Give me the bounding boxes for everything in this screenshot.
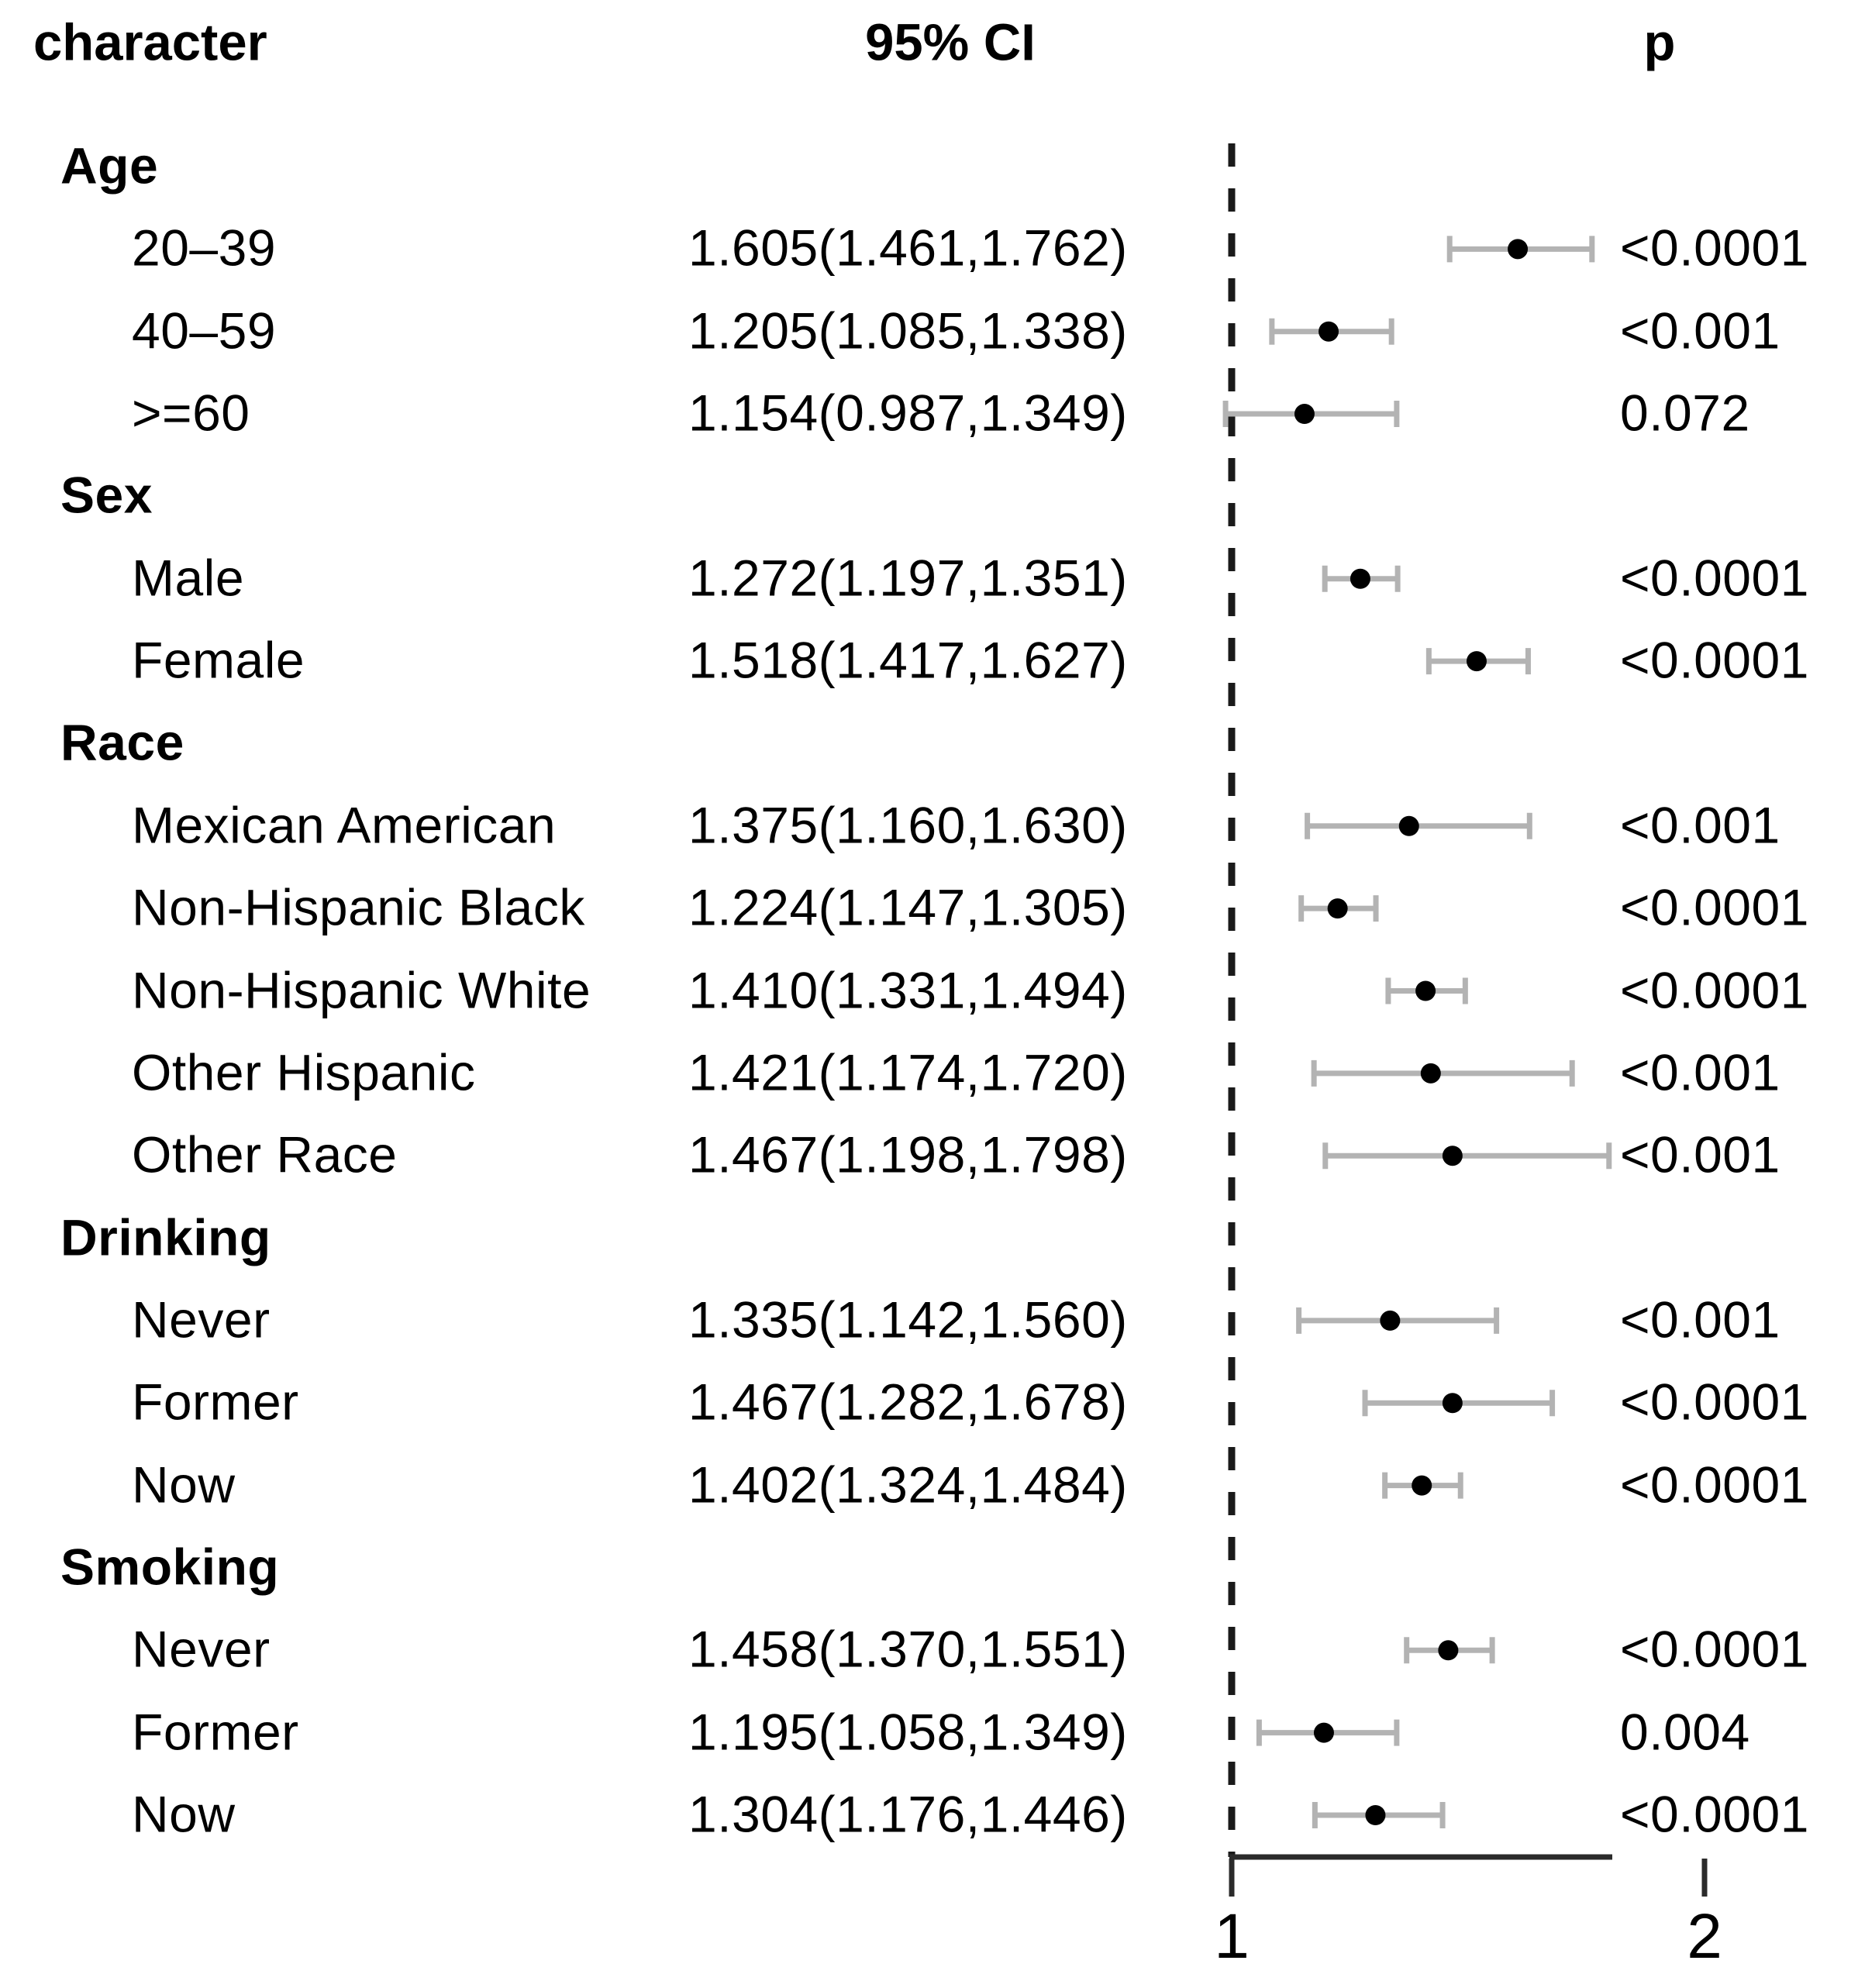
row-p: 0.072: [1620, 384, 1750, 442]
row-p: <0.001: [1620, 1125, 1780, 1183]
row-label: Now: [132, 1456, 236, 1514]
row-label: Other Race: [132, 1125, 398, 1183]
point-estimate-dot: [1365, 1805, 1386, 1825]
row-ci: 1.458(1.370,1.551): [688, 1620, 1128, 1678]
row-ci: 1.605(1.461,1.762): [688, 219, 1128, 277]
row-p: <0.0001: [1620, 878, 1809, 936]
row-p: <0.0001: [1620, 960, 1809, 1018]
point-estimate-dot: [1466, 651, 1487, 672]
row-label: Non-Hispanic White: [132, 960, 591, 1018]
row-label: Female: [132, 631, 305, 689]
row-ci: 1.375(1.160,1.630): [688, 796, 1128, 854]
row-p: <0.001: [1620, 301, 1780, 360]
column-header-p: p: [1643, 13, 1676, 72]
point-estimate-dot: [1327, 898, 1348, 919]
row-ci: 1.518(1.417,1.627): [688, 631, 1128, 689]
row-ci: 1.335(1.142,1.560): [688, 1290, 1128, 1349]
group-label: Drinking: [60, 1208, 271, 1266]
row-p: <0.0001: [1620, 1373, 1809, 1431]
point-estimate-dot: [1412, 1475, 1432, 1496]
point-estimate-dot: [1319, 321, 1339, 342]
group-label: Sex: [60, 466, 153, 524]
row-p: 0.004: [1620, 1703, 1750, 1761]
point-estimate-dot: [1442, 1393, 1463, 1414]
row-ci: 1.467(1.198,1.798): [688, 1125, 1128, 1183]
row-label: Other Hispanic: [132, 1043, 476, 1101]
row-p: <0.0001: [1620, 219, 1809, 277]
x-axis-tick-label-2: 2: [1687, 1901, 1722, 1972]
point-estimate-dot: [1350, 568, 1370, 589]
point-estimate-dot: [1380, 1310, 1401, 1331]
row-ci: 1.224(1.147,1.305): [688, 878, 1128, 936]
row-p: <0.0001: [1620, 1456, 1809, 1514]
point-estimate-dot: [1438, 1640, 1459, 1661]
column-header-character: character: [33, 13, 267, 72]
row-label: Never: [132, 1620, 271, 1678]
row-ci: 1.467(1.282,1.678): [688, 1373, 1128, 1431]
row-p: <0.001: [1620, 1043, 1780, 1101]
row-p: <0.0001: [1620, 1785, 1809, 1843]
point-estimate-dot: [1420, 1063, 1441, 1084]
row-label: Former: [132, 1703, 299, 1761]
row-ci: 1.402(1.324,1.484): [688, 1456, 1128, 1514]
row-ci: 1.195(1.058,1.349): [688, 1703, 1128, 1761]
point-estimate-dot: [1442, 1146, 1463, 1166]
row-label: Former: [132, 1373, 299, 1431]
column-header-95ci: 95% CI: [865, 13, 1036, 72]
row-label: 20–39: [132, 219, 277, 277]
group-label: Smoking: [60, 1538, 280, 1596]
point-estimate-dot: [1398, 815, 1419, 836]
row-p: <0.001: [1620, 1290, 1780, 1349]
point-estimate-dot: [1415, 980, 1436, 1001]
row-label: Male: [132, 549, 245, 607]
group-label: Age: [60, 136, 159, 195]
group-label: Race: [60, 713, 184, 771]
x-axis-tick-label-1: 1: [1214, 1901, 1250, 1972]
row-label: Now: [132, 1785, 236, 1843]
point-estimate-dot: [1313, 1722, 1334, 1743]
row-label: Mexican American: [132, 796, 557, 854]
row-p: <0.001: [1620, 796, 1780, 854]
row-label: >=60: [132, 384, 250, 442]
row-ci: 1.304(1.176,1.446): [688, 1785, 1128, 1843]
row-ci: 1.205(1.085,1.338): [688, 301, 1128, 360]
row-label: 40–59: [132, 301, 277, 360]
row-label: Never: [132, 1290, 271, 1349]
row-ci: 1.421(1.174,1.720): [688, 1043, 1128, 1101]
point-estimate-dot: [1508, 239, 1529, 260]
row-label: Non-Hispanic Black: [132, 878, 585, 936]
row-ci: 1.410(1.331,1.494): [688, 960, 1128, 1018]
row-p: <0.0001: [1620, 631, 1809, 689]
point-estimate-dot: [1294, 404, 1315, 425]
row-ci: 1.154(0.987,1.349): [688, 384, 1128, 442]
row-ci: 1.272(1.197,1.351): [688, 549, 1128, 607]
row-p: <0.0001: [1620, 549, 1809, 607]
row-p: <0.0001: [1620, 1620, 1809, 1678]
